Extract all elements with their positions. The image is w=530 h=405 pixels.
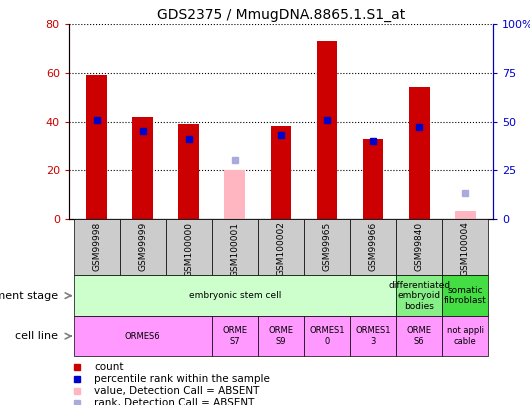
Text: development stage: development stage xyxy=(0,291,58,301)
Bar xyxy=(132,117,153,219)
Bar xyxy=(396,316,442,356)
Text: value, Detection Call = ABSENT: value, Detection Call = ABSENT xyxy=(94,386,260,396)
Text: count: count xyxy=(94,362,124,371)
Text: GSM99966: GSM99966 xyxy=(368,222,377,271)
Bar xyxy=(74,219,120,275)
Bar xyxy=(74,316,212,356)
Text: ORMES1
3: ORMES1 3 xyxy=(355,326,391,346)
Text: GSM100000: GSM100000 xyxy=(184,222,193,277)
Bar xyxy=(179,124,199,219)
Text: ORMES6: ORMES6 xyxy=(125,332,161,341)
Text: ORME
S7: ORME S7 xyxy=(222,326,248,346)
Bar xyxy=(442,275,488,316)
Text: GSM100004: GSM100004 xyxy=(461,222,470,276)
Bar xyxy=(120,219,166,275)
Bar xyxy=(304,219,350,275)
Text: percentile rank within the sample: percentile rank within the sample xyxy=(94,374,270,384)
Bar xyxy=(396,275,442,316)
Bar xyxy=(350,219,396,275)
Bar xyxy=(212,316,258,356)
Bar xyxy=(442,219,488,275)
Text: ORME
S6: ORME S6 xyxy=(407,326,431,346)
Text: differentiated
embryoid
bodies: differentiated embryoid bodies xyxy=(388,281,450,311)
Text: not appli
cable: not appli cable xyxy=(447,326,484,346)
Bar xyxy=(258,219,304,275)
Text: embryonic stem cell: embryonic stem cell xyxy=(189,291,281,300)
Bar xyxy=(350,316,396,356)
Title: GDS2375 / MmugDNA.8865.1.S1_at: GDS2375 / MmugDNA.8865.1.S1_at xyxy=(157,8,405,22)
Bar xyxy=(363,139,383,219)
Text: GSM100001: GSM100001 xyxy=(231,222,240,277)
Text: somatic
fibroblast: somatic fibroblast xyxy=(444,286,487,305)
Bar xyxy=(316,41,338,219)
Bar xyxy=(304,316,350,356)
Bar xyxy=(86,75,107,219)
Text: cell line: cell line xyxy=(15,331,58,341)
Bar xyxy=(455,211,475,219)
Bar xyxy=(442,316,488,356)
Text: rank, Detection Call = ABSENT: rank, Detection Call = ABSENT xyxy=(94,398,255,405)
Bar xyxy=(224,170,245,219)
Bar xyxy=(409,87,429,219)
Text: GSM99965: GSM99965 xyxy=(322,222,331,271)
Text: GSM99999: GSM99999 xyxy=(138,222,147,271)
Bar xyxy=(74,275,396,316)
Bar xyxy=(212,219,258,275)
Text: GSM99998: GSM99998 xyxy=(92,222,101,271)
Bar xyxy=(270,126,292,219)
Bar xyxy=(258,316,304,356)
Text: GSM99840: GSM99840 xyxy=(414,222,423,271)
Text: ORMES1
0: ORMES1 0 xyxy=(309,326,344,346)
Bar xyxy=(166,219,212,275)
Text: ORME
S9: ORME S9 xyxy=(268,326,294,346)
Bar xyxy=(396,219,442,275)
Text: GSM100002: GSM100002 xyxy=(277,222,285,276)
